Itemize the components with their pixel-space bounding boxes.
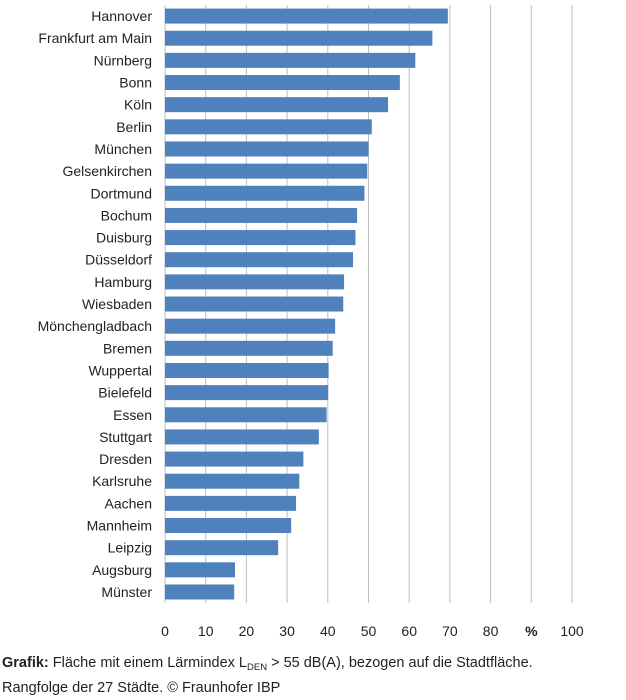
bar bbox=[165, 340, 333, 356]
category-label: Köln bbox=[124, 97, 152, 113]
bar-chart: Hannover Frankfurt am Main Nürnberg Bonn Köl… bbox=[38, 5, 584, 639]
bar bbox=[165, 451, 304, 467]
x-tick-label: 0 bbox=[161, 623, 169, 639]
category-label: Essen bbox=[113, 407, 152, 423]
x-tick-label: 10 bbox=[198, 623, 214, 639]
caption-line-2: Rangfolge der 27 Städte. © Fraunhofer IB… bbox=[2, 680, 281, 696]
x-tick-label: 30 bbox=[279, 623, 295, 639]
bar bbox=[165, 30, 433, 46]
category-label: Duisburg bbox=[96, 230, 152, 246]
x-tick-label: 40 bbox=[320, 623, 336, 639]
category-label: Hamburg bbox=[94, 274, 152, 290]
caption-line-1: Grafik: Fläche mit einem Lärmindex LDEN … bbox=[2, 653, 624, 678]
caption-subscript: DEN bbox=[247, 662, 268, 673]
x-tick-label: 60 bbox=[401, 623, 417, 639]
caption-text-before: Fläche mit einem Lärmindex L bbox=[48, 655, 247, 671]
bar bbox=[165, 141, 369, 157]
category-label: München bbox=[94, 141, 152, 157]
category-label: Karlsruhe bbox=[92, 473, 152, 489]
x-tick-label: 70 bbox=[442, 623, 458, 639]
category-label: Bochum bbox=[101, 207, 152, 223]
x-tick-label: 20 bbox=[239, 623, 255, 639]
category-label: Wiesbaden bbox=[82, 296, 152, 312]
x-tick-label: 80 bbox=[483, 623, 499, 639]
bar bbox=[165, 8, 448, 24]
bar bbox=[165, 119, 372, 135]
x-tick-label: % bbox=[525, 623, 538, 639]
category-label: Mönchengladbach bbox=[38, 318, 152, 334]
bar bbox=[165, 230, 356, 246]
bar bbox=[165, 518, 292, 534]
bar bbox=[165, 274, 345, 290]
bar bbox=[165, 362, 329, 378]
category-label: Berlin bbox=[116, 119, 152, 135]
caption-prefix: Grafik: bbox=[2, 655, 49, 671]
x-tick-label: 100 bbox=[560, 623, 584, 639]
x-tick-label: 50 bbox=[361, 623, 377, 639]
bar bbox=[165, 540, 279, 556]
bar bbox=[165, 584, 235, 600]
bar bbox=[165, 495, 297, 511]
category-label: Dortmund bbox=[91, 185, 152, 201]
category-label: Bremen bbox=[103, 340, 152, 356]
bar bbox=[165, 296, 344, 312]
bar bbox=[165, 207, 358, 223]
caption-text-after: > 55 dB(A), bezogen auf die Stadtfläche. bbox=[267, 655, 533, 671]
bar bbox=[165, 75, 400, 91]
category-label: Mannheim bbox=[87, 518, 152, 534]
bar bbox=[165, 562, 236, 578]
category-label: Wuppertal bbox=[88, 362, 152, 378]
category-label: Bielefeld bbox=[98, 385, 152, 401]
bar bbox=[165, 185, 365, 201]
category-label: Stuttgart bbox=[99, 429, 152, 445]
category-label: Münster bbox=[101, 584, 152, 600]
bar bbox=[165, 318, 336, 334]
bar bbox=[165, 97, 389, 113]
bar bbox=[165, 52, 416, 68]
category-label: Leipzig bbox=[108, 540, 152, 556]
category-label: Gelsenkirchen bbox=[63, 163, 153, 179]
category-label: Frankfurt am Main bbox=[38, 30, 152, 46]
bar bbox=[165, 429, 319, 445]
bar bbox=[165, 473, 300, 489]
category-label: Aachen bbox=[105, 495, 152, 511]
category-label: Bonn bbox=[119, 75, 152, 91]
bars bbox=[165, 8, 448, 600]
category-labels: Hannover Frankfurt am Main Nürnberg Bonn Köl… bbox=[38, 8, 153, 600]
category-label: Düsseldorf bbox=[85, 252, 152, 268]
bar bbox=[165, 252, 354, 268]
category-label: Hannover bbox=[91, 8, 152, 24]
category-label: Augsburg bbox=[92, 562, 152, 578]
category-label: Nürnberg bbox=[94, 52, 152, 68]
x-axis-ticks: 0 10 20 30 40 50 60 70 80% 100 bbox=[161, 623, 584, 639]
bar bbox=[165, 385, 329, 401]
figure-caption: Grafik: Fläche mit einem Lärmindex LDEN … bbox=[2, 653, 624, 699]
bar bbox=[165, 163, 368, 179]
bar bbox=[165, 407, 327, 423]
category-label: Dresden bbox=[99, 451, 152, 467]
